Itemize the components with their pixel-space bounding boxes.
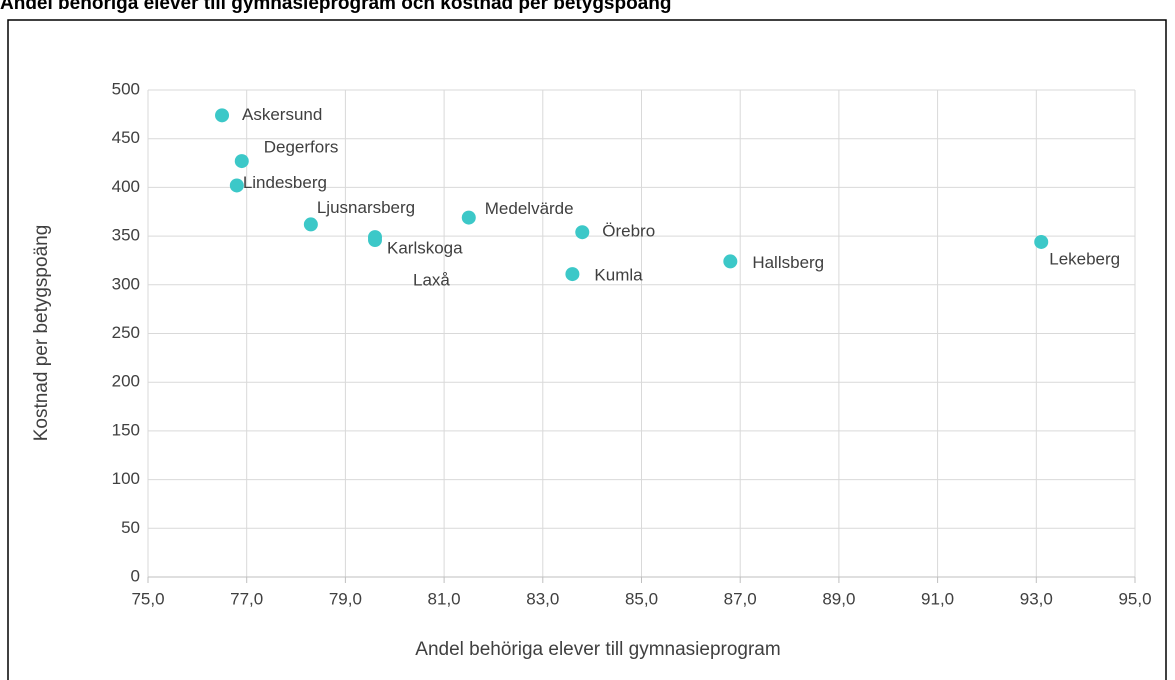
y-tick-label: 350 <box>112 226 140 245</box>
point <box>234 154 249 169</box>
chart-title: Andel behöriga elever till gymnasieprogr… <box>0 0 672 14</box>
x-tick-label: 85,0 <box>625 589 658 608</box>
point-label: Hallsberg <box>752 253 824 272</box>
chart-frame <box>7 19 1167 680</box>
y-tick-label: 50 <box>121 518 140 537</box>
y-tick-label: 100 <box>112 469 140 488</box>
y-tick-label: 450 <box>112 128 140 147</box>
y-tick-label: 400 <box>112 177 140 196</box>
point <box>1034 234 1049 249</box>
point-label: Karlskoga <box>387 239 463 258</box>
x-tick-label: 81,0 <box>428 589 461 608</box>
x-axis-label: Andel behöriga elever till gymnasieprogr… <box>415 639 780 660</box>
point <box>303 217 318 232</box>
point-label: Lekeberg <box>1049 249 1120 268</box>
x-tick-label: 75,0 <box>131 589 164 608</box>
x-tick-label: 89,0 <box>822 589 855 608</box>
y-tick-label: 500 <box>112 79 140 98</box>
x-tick-label: 77,0 <box>230 589 263 608</box>
point-label: Lindesberg <box>243 173 327 192</box>
x-tick-label: 79,0 <box>329 589 362 608</box>
x-tick-label: 87,0 <box>724 589 757 608</box>
point-label: Degerfors <box>264 138 339 157</box>
x-tick-label: 93,0 <box>1020 589 1053 608</box>
point <box>229 178 244 193</box>
point-label: Kumla <box>594 266 643 285</box>
y-tick-label: 300 <box>112 274 140 293</box>
point-label: Medelvärde <box>485 199 574 218</box>
y-tick-label: 0 <box>131 566 140 585</box>
point <box>368 232 383 247</box>
x-tick-label: 83,0 <box>526 589 559 608</box>
point-label: Örebro <box>602 222 655 241</box>
point-label: Laxå <box>413 270 450 289</box>
y-tick-label: 200 <box>112 372 140 391</box>
y-tick-label: 250 <box>112 323 140 342</box>
point-label: Ljusnarsberg <box>317 198 415 217</box>
point <box>723 254 738 269</box>
point <box>461 210 476 225</box>
x-tick-label: 91,0 <box>921 589 954 608</box>
point <box>215 108 230 123</box>
point-label: Askersund <box>242 105 322 124</box>
y-axis-label: Kostnad per betygspoäng <box>31 225 52 442</box>
x-tick-label: 95,0 <box>1118 589 1151 608</box>
point <box>575 225 590 240</box>
y-tick-label: 150 <box>112 420 140 439</box>
point <box>565 267 580 282</box>
